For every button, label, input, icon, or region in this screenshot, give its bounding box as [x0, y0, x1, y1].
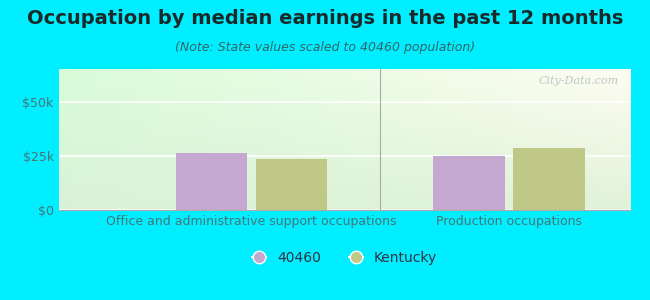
Bar [256, 159, 328, 210]
Bar [514, 148, 585, 210]
Bar [433, 156, 504, 210]
Text: (Note: State values scaled to 40460 population): (Note: State values scaled to 40460 popu… [175, 40, 475, 53]
Text: City-Data.com: City-Data.com [539, 76, 619, 86]
Legend: 40460, Kentucky: 40460, Kentucky [246, 246, 443, 271]
Text: Occupation by median earnings in the past 12 months: Occupation by median earnings in the pas… [27, 9, 623, 28]
Bar [176, 152, 247, 210]
